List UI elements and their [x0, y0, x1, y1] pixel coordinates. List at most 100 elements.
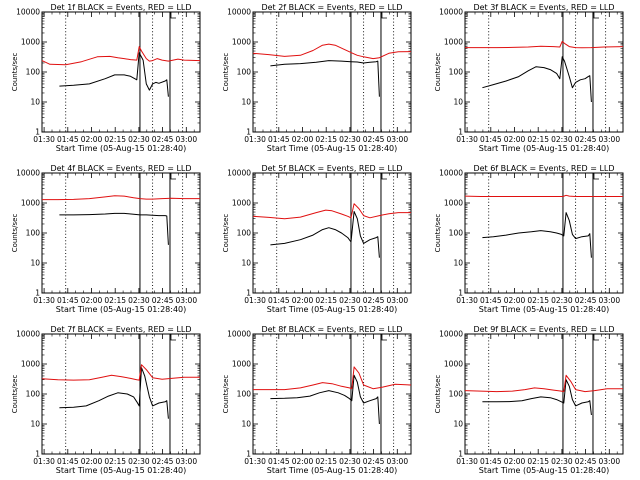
- x-tick-label: 02:30: [551, 135, 573, 144]
- x-tick-label: 01:30: [456, 457, 478, 466]
- y-tick-label: 10: [30, 259, 40, 268]
- y-tick-label: 100: [449, 68, 464, 77]
- y-tick-label: 10: [30, 98, 40, 107]
- y-tick-label: 1000: [21, 360, 40, 369]
- y-tick-label: 1000: [21, 199, 40, 208]
- x-tick-label: 02:45: [363, 135, 385, 144]
- x-tick-label: 01:45: [57, 457, 79, 466]
- series-red-line: [464, 374, 623, 393]
- y-tick-label: 100: [237, 390, 252, 399]
- x-tick-label: 02:15: [104, 135, 126, 144]
- interval-bracket-mark: [381, 173, 387, 180]
- plot-frame: [464, 11, 624, 133]
- x-tick-label: 02:15: [104, 296, 126, 305]
- y-tick-label: 10: [453, 420, 463, 429]
- series-red-line: [465, 40, 624, 49]
- x-tick-label: 01:30: [33, 457, 55, 466]
- y-tick-label: 1: [458, 450, 463, 459]
- y-tick-label: 10000: [439, 330, 463, 339]
- series-red-line: [41, 46, 201, 66]
- x-tick-label: 03:00: [598, 457, 620, 466]
- x-tick-label: 02:30: [551, 296, 573, 305]
- x-tick-label: 01:30: [33, 296, 55, 305]
- panel-title: Det 2f BLACK = Events, RED = LLD: [261, 3, 402, 12]
- x-tick-label: 02:30: [128, 457, 150, 466]
- y-tick-label: 1: [458, 128, 463, 137]
- y-tick-label: 10: [241, 98, 251, 107]
- x-tick-label: 02:15: [315, 296, 337, 305]
- panel-8: Det 8f BLACK = Events, RED = LLD 1 10 100 10…: [222, 325, 412, 475]
- x-tick-label: 02:30: [128, 135, 150, 144]
- x-tick-label: 02:45: [152, 457, 174, 466]
- x-axis-label: Start Time (05-Aug-15 01:28:40): [267, 305, 398, 314]
- x-tick-label: 02:30: [551, 457, 573, 466]
- panel-title: Det 3f BLACK = Events, RED = LLD: [473, 3, 614, 12]
- x-tick-label: 02:45: [152, 135, 174, 144]
- x-tick-label: 02:15: [315, 135, 337, 144]
- x-tick-label: 03:00: [386, 135, 408, 144]
- x-tick-label: 02:30: [128, 296, 150, 305]
- y-tick-label: 10000: [439, 8, 463, 17]
- y-tick-label: 10: [241, 420, 251, 429]
- x-tick-label: 02:45: [575, 457, 597, 466]
- y-axis-label: Counts/sec: [11, 375, 19, 414]
- plot-frame: [252, 11, 412, 133]
- x-tick-label: 03:00: [598, 296, 620, 305]
- x-tick-label: 02:30: [339, 296, 361, 305]
- x-tick-label: 03:00: [386, 296, 408, 305]
- plot-frame: [41, 333, 201, 455]
- y-tick-label: 1: [35, 289, 40, 298]
- x-axis-label: Start Time (05-Aug-15 01:28:40): [267, 144, 398, 153]
- y-tick-label: 10000: [227, 169, 251, 178]
- x-tick-label: 01:45: [268, 296, 290, 305]
- x-tick-label: 02:15: [315, 457, 337, 466]
- y-tick-label: 100: [26, 229, 41, 238]
- series-black-line: [482, 379, 592, 416]
- y-axis-label: Counts/sec: [222, 375, 230, 414]
- y-tick-label: 10000: [227, 330, 251, 339]
- x-tick-label: 01:30: [244, 135, 266, 144]
- interval-bracket-mark: [381, 12, 387, 19]
- y-axis-label: Counts/sec: [11, 214, 19, 253]
- x-tick-label: 03:00: [175, 457, 197, 466]
- y-tick-label: 1000: [444, 199, 463, 208]
- panel-title: Det 6f BLACK = Events, RED = LLD: [473, 164, 614, 173]
- y-tick-label: 100: [237, 229, 252, 238]
- x-tick-label: 02:45: [152, 296, 174, 305]
- x-tick-label: 02:00: [504, 296, 526, 305]
- x-tick-label: 02:45: [363, 296, 385, 305]
- x-axis-label: Start Time (05-Aug-15 01:28:40): [267, 466, 398, 475]
- y-tick-label: 1: [246, 289, 251, 298]
- y-axis-label: Counts/sec: [434, 214, 442, 253]
- y-tick-label: 100: [237, 68, 252, 77]
- x-tick-label: 02:00: [504, 135, 526, 144]
- x-tick-label: 02:45: [575, 135, 597, 144]
- panel-1: Det 1f BLACK = Events, RED = LLD 1 10 100 10…: [11, 3, 201, 153]
- interval-bracket-mark: [381, 334, 387, 341]
- series-black-line: [482, 212, 592, 258]
- panel-title: Det 7f BLACK = Events, RED = LLD: [50, 325, 191, 334]
- x-axis-label: Start Time (05-Aug-15 01:28:40): [479, 305, 610, 314]
- x-tick-label: 01:30: [456, 135, 478, 144]
- series-red-line: [464, 194, 623, 197]
- x-tick-label: 03:00: [175, 296, 197, 305]
- plot-frame: [464, 333, 624, 455]
- y-tick-label: 1000: [232, 360, 251, 369]
- series-red-line: [252, 43, 412, 60]
- y-tick-label: 1: [246, 450, 251, 459]
- x-tick-label: 03:00: [598, 135, 620, 144]
- x-tick-label: 01:30: [244, 296, 266, 305]
- panel-2: Det 2f BLACK = Events, RED = LLD 1 10 100 10…: [222, 3, 412, 153]
- x-tick-label: 02:30: [339, 457, 361, 466]
- x-tick-label: 01:30: [33, 135, 55, 144]
- x-tick-label: 01:45: [268, 457, 290, 466]
- x-tick-label: 02:15: [527, 296, 549, 305]
- series-red-line: [41, 364, 200, 381]
- y-tick-label: 1000: [232, 199, 251, 208]
- x-tick-label: 02:15: [527, 135, 549, 144]
- x-axis-label: Start Time (05-Aug-15 01:28:40): [479, 466, 610, 475]
- y-tick-label: 100: [26, 390, 41, 399]
- y-axis-label: Counts/sec: [434, 375, 442, 414]
- x-tick-label: 01:30: [456, 296, 478, 305]
